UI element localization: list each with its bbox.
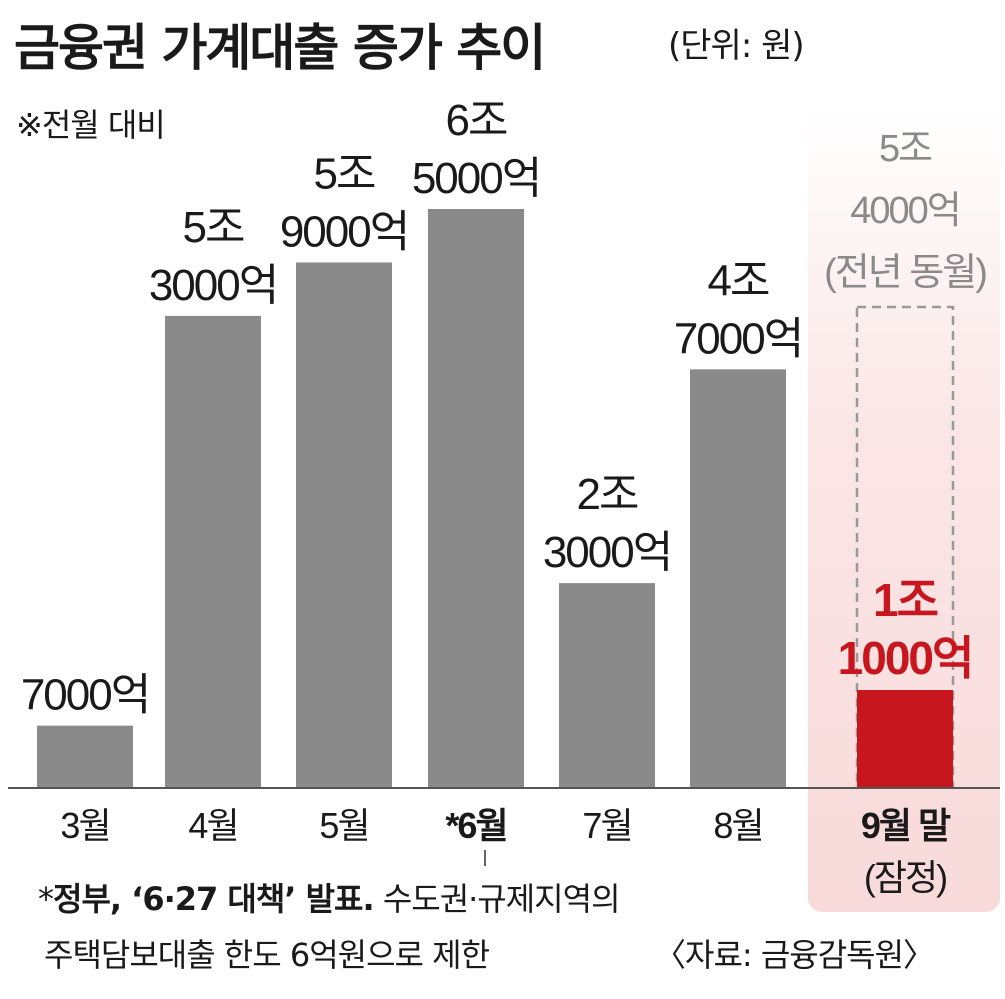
- bar-6: [690, 369, 786, 788]
- chart-title: 금융권 가계대출 증가 추이: [14, 19, 546, 77]
- x-tick-label-1: 3월: [60, 805, 109, 846]
- data-label-4-1: 6조: [446, 96, 507, 145]
- data-label-6-1: 4조: [708, 256, 769, 305]
- bar-5: [559, 583, 655, 788]
- bar-1: [37, 725, 133, 788]
- data-label-5-1: 2조: [577, 470, 638, 519]
- x-tick-label-6: 8월: [713, 805, 762, 846]
- comparison-note: ※전월 대비: [16, 106, 166, 144]
- footnote-bold-text: 정부, ‘6·27 대책’ 발표.: [53, 880, 375, 918]
- source-label: 〈자료: 금융감독원〉: [654, 936, 935, 974]
- x-tick-label-4: *6월: [445, 805, 506, 846]
- data-label-3-2: 9000억: [280, 207, 408, 256]
- data-label-5-2: 3000억: [543, 528, 671, 577]
- bar-3: [296, 262, 392, 788]
- data-label-2-1: 5조: [183, 203, 244, 252]
- data-label-7-1: 1조: [873, 574, 938, 626]
- data-label-1-1: 7000억: [21, 671, 149, 720]
- x-tick-label-5: 7월: [582, 805, 631, 846]
- x-tick-label-2: 4월: [188, 805, 237, 846]
- bar-2: [165, 315, 261, 788]
- footnote-rest-text: 수도권·규제지역의: [373, 880, 621, 918]
- bar-7: [857, 690, 953, 788]
- reference-label-2: 4000억: [850, 190, 960, 232]
- reference-label-1: 5조: [879, 128, 932, 170]
- data-label-6-2: 7000억: [674, 314, 802, 363]
- x-tick-label-3: 5월: [319, 805, 368, 846]
- data-label-3-1: 5조: [314, 149, 375, 198]
- x-tick-sublabel-7: (잠정): [864, 857, 946, 898]
- data-label-4-2: 5000억: [412, 154, 540, 203]
- footnote-mark: *: [38, 880, 54, 918]
- x-tick-label-7: 9월 말: [861, 805, 951, 846]
- data-label-7-2: 1000억: [838, 632, 973, 684]
- footnote-line-1: *정부, ‘6·27 대책’ 발표. 수도권·규제지역의: [38, 874, 621, 920]
- bar-4: [428, 209, 524, 788]
- unit-label: (단위: 원): [668, 26, 805, 66]
- reference-label-3: (전년 동월): [824, 252, 986, 294]
- data-label-2-2: 3000억: [149, 261, 277, 310]
- footnote-line-2: 주택담보대출 한도 6억원으로 제한: [44, 936, 490, 974]
